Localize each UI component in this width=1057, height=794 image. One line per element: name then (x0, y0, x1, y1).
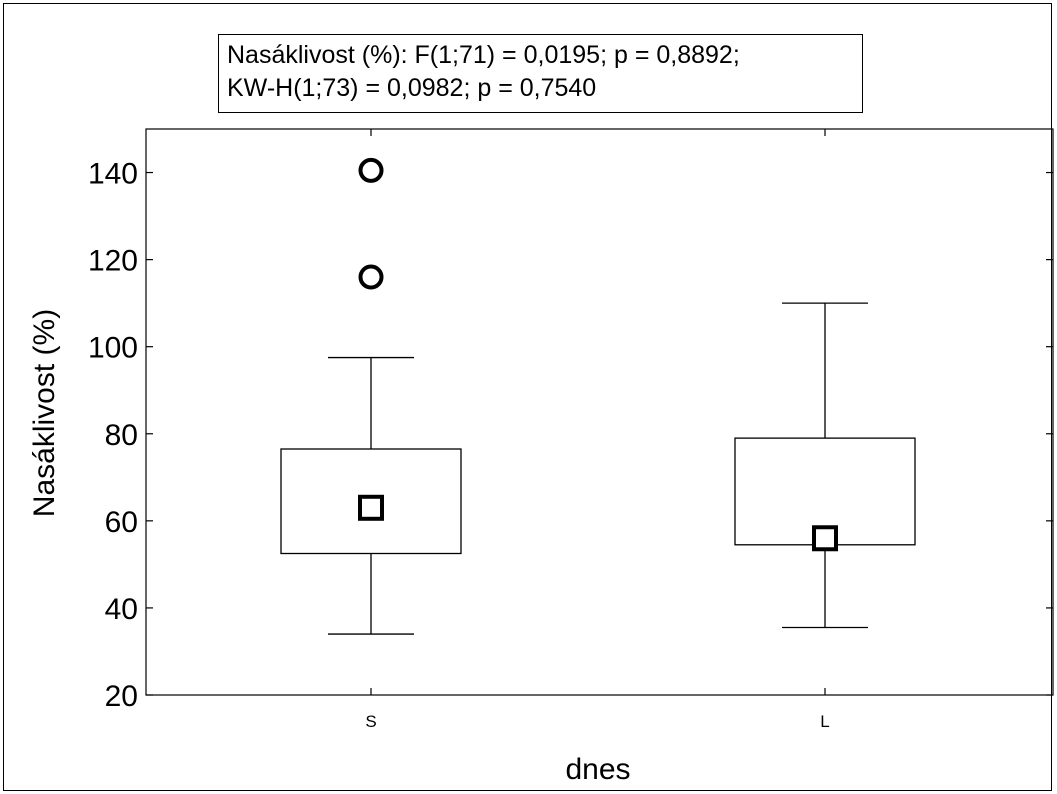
y-tick-label: 100 (88, 332, 138, 365)
median-marker (812, 525, 838, 552)
y-tick-label: 120 (88, 245, 138, 278)
annotation-line-1: Nasáklivost (%): F(1;71) = 0,0195; p = 0… (227, 41, 740, 69)
outlier-point (358, 264, 384, 290)
statistics-annotation-box: Nasáklivost (%): F(1;71) = 0,0195; p = 0… (218, 34, 863, 113)
y-tick-label: 40 (105, 593, 138, 626)
y-tick-label: 60 (105, 506, 138, 539)
figure-frame (3, 3, 1052, 791)
median-marker (358, 494, 384, 521)
plot-axes: 20 40 60 80 100 120 140 S L (88, 128, 1054, 731)
y-tick-label: 140 (88, 158, 138, 191)
x-tick-label: S (365, 712, 376, 731)
x-tick-label: L (820, 712, 829, 731)
y-tick-label: 80 (105, 419, 138, 452)
plot-area-border (145, 128, 1054, 696)
plot-marks (280, 157, 916, 635)
x-axis-label: dnes (565, 753, 631, 786)
annotation-line-2: KW-H(1;73) = 0,0982; p = 0,7540 (227, 74, 597, 102)
y-axis-label: Nasáklivost (%) (28, 308, 61, 518)
y-tick-label: 20 (105, 680, 138, 713)
outlier-point (358, 157, 384, 183)
